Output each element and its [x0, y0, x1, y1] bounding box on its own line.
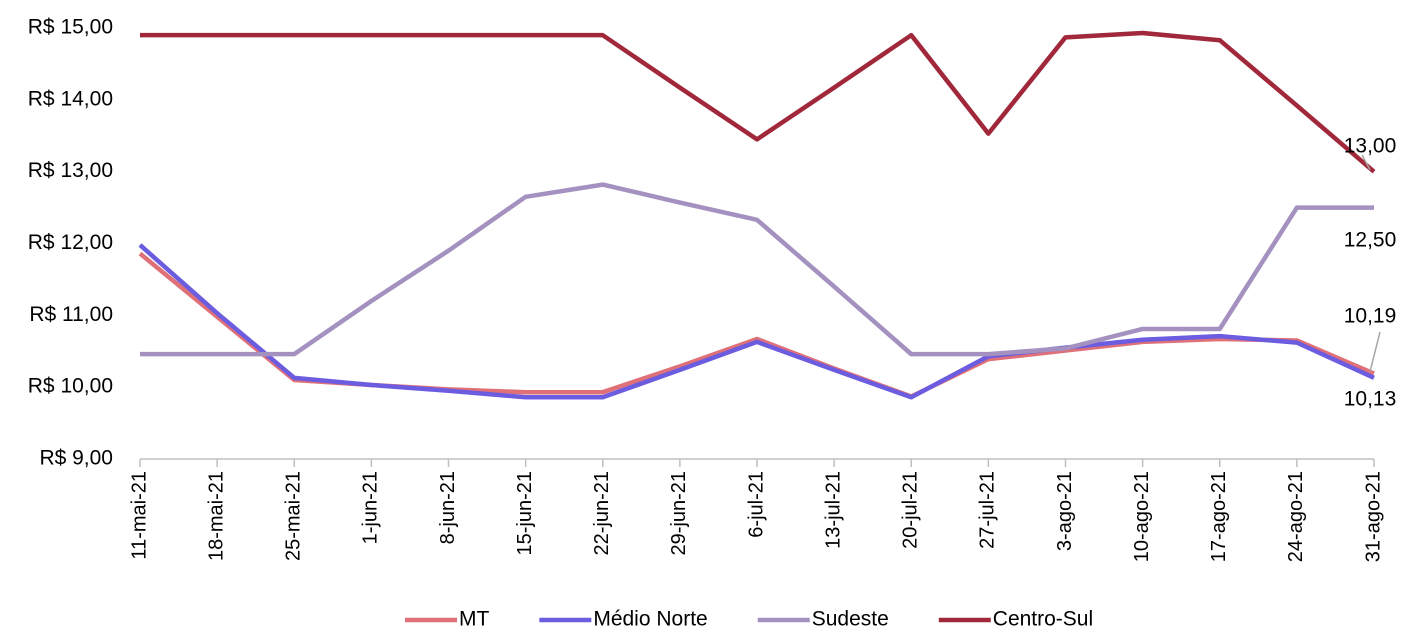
- x-tick-label: 10-ago-21: [1131, 471, 1153, 562]
- y-tick-label: R$ 13,00: [28, 159, 113, 182]
- y-tick-label: R$ 9,00: [39, 447, 113, 470]
- y-tick-label: R$ 11,00: [29, 303, 113, 326]
- legend-label: Centro-Sul: [993, 608, 1093, 631]
- x-tick-label: 24-ago-21: [1285, 471, 1307, 562]
- x-tick-label: 25-mai-21: [283, 471, 305, 561]
- legend-label: MT: [459, 608, 489, 631]
- x-tick-label: 31-ago-21: [1362, 471, 1384, 562]
- leader-line: [1369, 331, 1381, 372]
- y-tick-label: R$ 15,00: [28, 16, 113, 39]
- legend-label: Médio Norte: [593, 608, 707, 631]
- data-label: 12,50: [1344, 229, 1397, 252]
- x-tick-label: 6-jul-21: [745, 471, 767, 538]
- x-tick-label: 27-jul-21: [977, 471, 999, 549]
- data-label: 10,19: [1344, 305, 1397, 328]
- x-tick-label: 3-ago-21: [1054, 471, 1076, 551]
- x-tick-label: 22-jun-21: [591, 471, 613, 556]
- data-label: 13,00: [1344, 135, 1397, 158]
- series-line: [140, 182, 1374, 357]
- data-label: 10,13: [1344, 388, 1397, 411]
- x-tick-label: 18-mai-21: [205, 471, 227, 561]
- leader-line: [1361, 154, 1371, 171]
- x-tick-label: 13-jul-21: [822, 471, 844, 549]
- series-line: [138, 251, 1375, 399]
- y-tick-label: R$ 14,00: [28, 87, 113, 110]
- x-tick-label: 11-mai-21: [128, 471, 150, 560]
- x-tick-label: 1-jun-21: [360, 471, 382, 544]
- x-tick-label: 20-jul-21: [900, 471, 922, 549]
- series-line: [138, 243, 1375, 400]
- x-tick-label: 8-jun-21: [437, 471, 459, 544]
- x-tick-label: 29-jun-21: [668, 471, 690, 556]
- legend-label: Sudeste: [812, 608, 889, 631]
- x-tick-label: 15-jun-21: [514, 471, 536, 556]
- y-tick-label: R$ 12,00: [28, 231, 113, 254]
- series-line: [140, 30, 1376, 174]
- x-tick-label: 17-ago-21: [1208, 471, 1230, 562]
- y-tick-label: R$ 10,00: [28, 375, 113, 398]
